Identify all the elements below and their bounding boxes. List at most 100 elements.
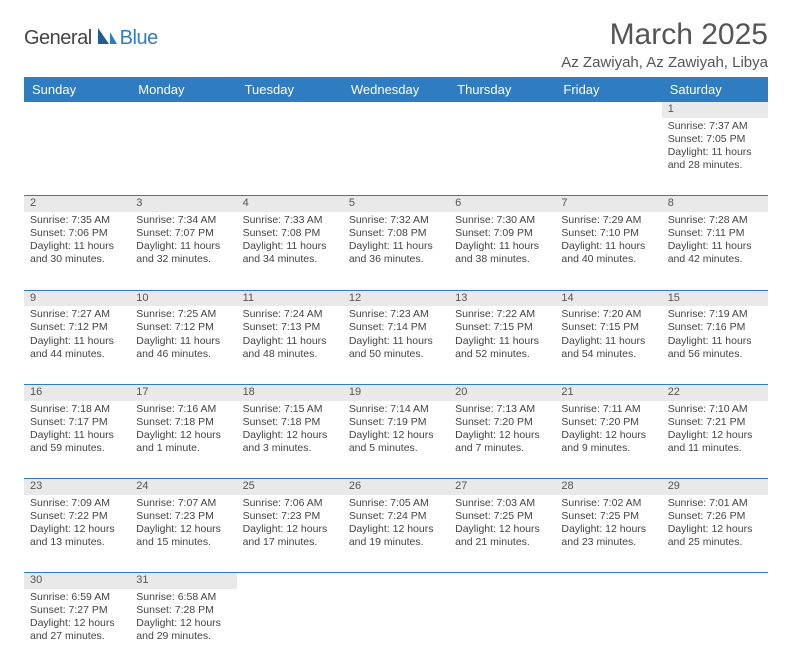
- day-number-cell: 21: [555, 384, 661, 400]
- page-root: General Blue March 2025 Az Zawiyah, Az Z…: [0, 0, 792, 612]
- daylight-text: and 7 minutes.: [455, 442, 549, 455]
- sunset-text: Sunset: 7:23 PM: [243, 510, 337, 523]
- day-cell: Sunrise: 7:11 AMSunset: 7:20 PMDaylight:…: [555, 401, 661, 479]
- sunset-text: Sunset: 7:26 PM: [668, 510, 762, 523]
- sunset-text: Sunset: 7:07 PM: [136, 227, 230, 240]
- daylight-text: Daylight: 12 hours: [30, 523, 124, 536]
- sunrise-text: Sunrise: 7:01 AM: [668, 497, 762, 510]
- day-number-cell: 20: [449, 384, 555, 400]
- daylight-text: and 36 minutes.: [349, 253, 443, 266]
- day-number-cell: 24: [130, 479, 236, 495]
- location-text: Az Zawiyah, Az Zawiyah, Libya: [561, 54, 768, 71]
- sunset-text: Sunset: 7:19 PM: [349, 416, 443, 429]
- day-header: Monday: [130, 77, 236, 102]
- daylight-text: Daylight: 12 hours: [455, 429, 549, 442]
- daylight-text: and 50 minutes.: [349, 348, 443, 361]
- daylight-text: and 15 minutes.: [136, 536, 230, 549]
- sunrise-text: Sunrise: 7:22 AM: [455, 308, 549, 321]
- day-cell: Sunrise: 7:33 AMSunset: 7:08 PMDaylight:…: [237, 212, 343, 290]
- day-header: Tuesday: [237, 77, 343, 102]
- daylight-text: and 54 minutes.: [561, 348, 655, 361]
- day-cell: Sunrise: 7:03 AMSunset: 7:25 PMDaylight:…: [449, 495, 555, 573]
- sunrise-text: Sunrise: 7:20 AM: [561, 308, 655, 321]
- sunrise-text: Sunrise: 7:06 AM: [243, 497, 337, 510]
- sunrise-text: Sunrise: 7:35 AM: [30, 214, 124, 227]
- daylight-text: and 21 minutes.: [455, 536, 549, 549]
- day-number-cell: 6: [449, 196, 555, 212]
- day-number-cell: [555, 102, 661, 118]
- sunset-text: Sunset: 7:12 PM: [136, 321, 230, 334]
- sunset-text: Sunset: 7:25 PM: [455, 510, 549, 523]
- daylight-text: Daylight: 11 hours: [349, 335, 443, 348]
- day-number-cell: 22: [662, 384, 768, 400]
- daylight-text: Daylight: 12 hours: [243, 523, 337, 536]
- sunrise-text: Sunrise: 7:15 AM: [243, 403, 337, 416]
- day-header: Sunday: [24, 77, 130, 102]
- sunset-text: Sunset: 7:13 PM: [243, 321, 337, 334]
- day-cell: Sunrise: 6:59 AMSunset: 7:27 PMDaylight:…: [24, 589, 130, 667]
- day-number-cell: 12: [343, 290, 449, 306]
- daylight-text: Daylight: 12 hours: [668, 523, 762, 536]
- day-number-cell: 26: [343, 479, 449, 495]
- day-cell: Sunrise: 7:18 AMSunset: 7:17 PMDaylight:…: [24, 401, 130, 479]
- day-number-cell: [449, 102, 555, 118]
- sunset-text: Sunset: 7:11 PM: [668, 227, 762, 240]
- day-header: Friday: [555, 77, 661, 102]
- sunset-text: Sunset: 7:15 PM: [455, 321, 549, 334]
- sunset-text: Sunset: 7:28 PM: [136, 604, 230, 617]
- day-number-cell: 27: [449, 479, 555, 495]
- sunrise-text: Sunrise: 7:30 AM: [455, 214, 549, 227]
- day-cell: [449, 589, 555, 667]
- sunset-text: Sunset: 7:17 PM: [30, 416, 124, 429]
- day-cell: Sunrise: 7:02 AMSunset: 7:25 PMDaylight:…: [555, 495, 661, 573]
- day-number-cell: 10: [130, 290, 236, 306]
- day-number-cell: 3: [130, 196, 236, 212]
- daylight-text: Daylight: 11 hours: [561, 335, 655, 348]
- day-number-cell: 25: [237, 479, 343, 495]
- sunset-text: Sunset: 7:16 PM: [668, 321, 762, 334]
- sunrise-text: Sunrise: 7:10 AM: [668, 403, 762, 416]
- day-number-cell: [237, 573, 343, 589]
- daylight-text: and 38 minutes.: [455, 253, 549, 266]
- sunrise-text: Sunrise: 7:07 AM: [136, 497, 230, 510]
- sunrise-text: Sunrise: 7:11 AM: [561, 403, 655, 416]
- day-cell: Sunrise: 7:10 AMSunset: 7:21 PMDaylight:…: [662, 401, 768, 479]
- daylight-text: and 59 minutes.: [30, 442, 124, 455]
- daylight-text: and 52 minutes.: [455, 348, 549, 361]
- sunset-text: Sunset: 7:18 PM: [136, 416, 230, 429]
- day-number-cell: [555, 573, 661, 589]
- day-cell: [555, 118, 661, 196]
- daylight-text: and 30 minutes.: [30, 253, 124, 266]
- day-cell: Sunrise: 7:07 AMSunset: 7:23 PMDaylight:…: [130, 495, 236, 573]
- sunrise-text: Sunrise: 7:34 AM: [136, 214, 230, 227]
- sunrise-text: Sunrise: 7:03 AM: [455, 497, 549, 510]
- day-number-cell: [24, 102, 130, 118]
- daylight-text: and 3 minutes.: [243, 442, 337, 455]
- daylight-text: and 28 minutes.: [668, 159, 762, 172]
- daylight-text: Daylight: 11 hours: [668, 335, 762, 348]
- day-number-cell: 7: [555, 196, 661, 212]
- logo-text-2: Blue: [120, 27, 158, 50]
- daylight-text: and 5 minutes.: [349, 442, 443, 455]
- daylight-text: and 44 minutes.: [30, 348, 124, 361]
- sunset-text: Sunset: 7:05 PM: [668, 133, 762, 146]
- daylight-text: Daylight: 12 hours: [561, 429, 655, 442]
- day-number-cell: [343, 573, 449, 589]
- daylight-text: Daylight: 11 hours: [668, 240, 762, 253]
- daylight-text: Daylight: 12 hours: [136, 523, 230, 536]
- sunrise-text: Sunrise: 7:33 AM: [243, 214, 337, 227]
- day-cell: Sunrise: 6:58 AMSunset: 7:28 PMDaylight:…: [130, 589, 236, 667]
- sunrise-text: Sunrise: 7:27 AM: [30, 308, 124, 321]
- sunrise-text: Sunrise: 7:16 AM: [136, 403, 230, 416]
- day-cell: [343, 118, 449, 196]
- day-cell: Sunrise: 7:34 AMSunset: 7:07 PMDaylight:…: [130, 212, 236, 290]
- sunrise-text: Sunrise: 7:32 AM: [349, 214, 443, 227]
- daylight-text: Daylight: 12 hours: [561, 523, 655, 536]
- sunset-text: Sunset: 7:10 PM: [561, 227, 655, 240]
- sunset-text: Sunset: 7:09 PM: [455, 227, 549, 240]
- month-title: March 2025: [561, 18, 768, 52]
- sunset-text: Sunset: 7:14 PM: [349, 321, 443, 334]
- day-number-cell: 31: [130, 573, 236, 589]
- title-block: March 2025 Az Zawiyah, Az Zawiyah, Libya: [561, 18, 768, 71]
- day-number-cell: 4: [237, 196, 343, 212]
